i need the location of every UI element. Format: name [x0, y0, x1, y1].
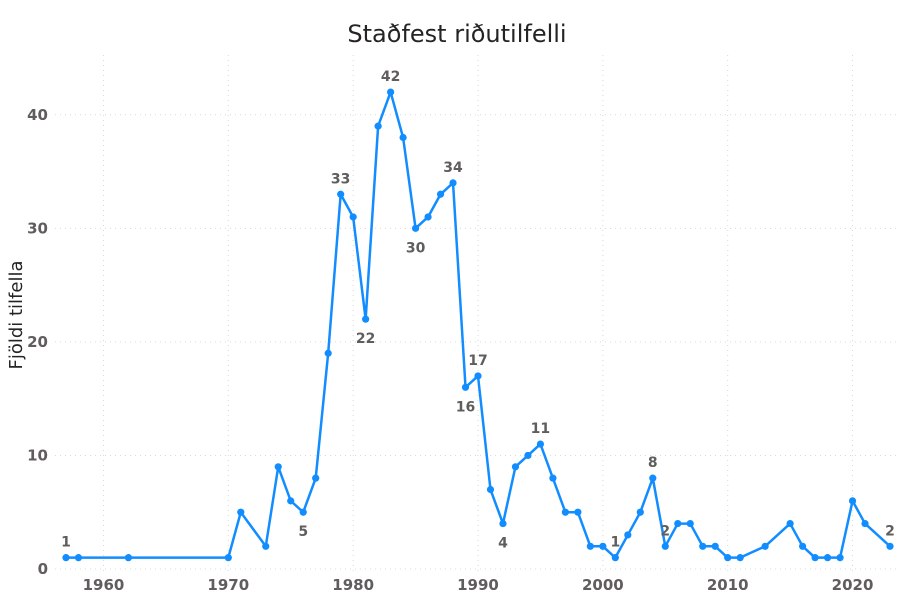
data-point — [624, 531, 632, 539]
data-point — [786, 519, 794, 528]
data-point — [861, 519, 869, 528]
data-label: 1 — [610, 535, 620, 551]
data-point — [324, 349, 332, 357]
y-tick-label: 0 — [38, 560, 48, 578]
y-tick-label: 10 — [27, 446, 48, 464]
chart-title: Staðfest riðutilfelli — [347, 20, 566, 48]
data-point — [699, 542, 707, 550]
data-label: 2 — [885, 523, 895, 539]
data-point — [287, 497, 295, 505]
y-axis-ticks: 0 10 20 30 40 — [27, 106, 48, 578]
y-axis-label: Fjöldi tilfella — [6, 260, 27, 369]
data-point — [474, 372, 482, 380]
data-label: 34 — [443, 160, 463, 176]
x-tick-label: 1990 — [457, 576, 499, 594]
data-point — [424, 213, 432, 221]
data-point — [836, 554, 844, 562]
data-point — [349, 213, 357, 221]
data-point — [686, 519, 694, 528]
data-point — [337, 190, 345, 198]
data-point — [524, 451, 532, 460]
x-tick-label: 2020 — [832, 576, 874, 594]
data-point — [461, 383, 470, 391]
data-point — [436, 190, 445, 198]
data-label: 2 — [660, 523, 670, 539]
data-label: 11 — [531, 421, 550, 437]
data-point — [636, 508, 644, 516]
data-point — [262, 542, 270, 550]
data-label: 33 — [331, 171, 350, 187]
y-tick-label: 20 — [27, 333, 48, 351]
x-tick-label: 1980 — [332, 576, 374, 594]
data-point — [449, 179, 457, 187]
data-label: 5 — [298, 524, 308, 540]
data-point — [511, 463, 520, 471]
x-tick-label: 1970 — [207, 576, 249, 594]
data-point — [536, 440, 545, 448]
data-point — [549, 474, 557, 482]
data-point — [312, 474, 320, 482]
data-point — [274, 463, 282, 471]
x-tick-label: 1960 — [83, 576, 125, 594]
data-point — [362, 315, 370, 323]
x-tick-label: 2000 — [582, 576, 624, 594]
data-point — [224, 554, 232, 562]
data-point — [811, 554, 819, 562]
data-point — [411, 224, 420, 232]
data-point — [823, 554, 832, 562]
data-point — [237, 508, 245, 516]
data-point — [886, 542, 894, 550]
data-point — [724, 554, 732, 562]
x-tick-label: 2010 — [707, 576, 749, 594]
x-axis-ticks: 1960 1970 1980 1990 2000 2010 2020 — [83, 576, 874, 594]
data-point — [711, 542, 719, 550]
data-point — [299, 508, 307, 516]
data-label: 4 — [498, 536, 508, 552]
data-point — [124, 554, 133, 562]
data-point — [387, 88, 395, 96]
data-point — [848, 497, 857, 505]
data-label: 17 — [468, 353, 487, 369]
y-tick-label: 30 — [27, 219, 48, 237]
data-point — [674, 519, 682, 528]
data-point — [649, 474, 657, 482]
data-point — [62, 554, 70, 562]
series-line — [66, 90, 891, 559]
data-point — [399, 133, 407, 142]
data-label: 8 — [648, 455, 658, 471]
data-point — [74, 554, 83, 562]
data-point — [799, 542, 807, 550]
data-point — [761, 542, 769, 550]
data-point — [561, 508, 569, 516]
data-label: 22 — [356, 331, 375, 347]
data-point — [599, 542, 607, 550]
data-label: 42 — [381, 69, 400, 85]
data-label: 16 — [456, 399, 475, 415]
gridlines — [55, 55, 898, 572]
data-point — [499, 519, 507, 528]
data-point — [661, 542, 669, 550]
data-point — [611, 554, 619, 562]
data-label: 1 — [61, 535, 71, 551]
data-label: 30 — [406, 240, 426, 256]
data-point — [486, 485, 495, 494]
data-points — [62, 88, 894, 562]
data-point — [736, 554, 744, 562]
data-point — [574, 508, 582, 516]
data-point — [374, 122, 382, 130]
data-point — [586, 542, 594, 550]
y-tick-label: 40 — [27, 106, 48, 124]
